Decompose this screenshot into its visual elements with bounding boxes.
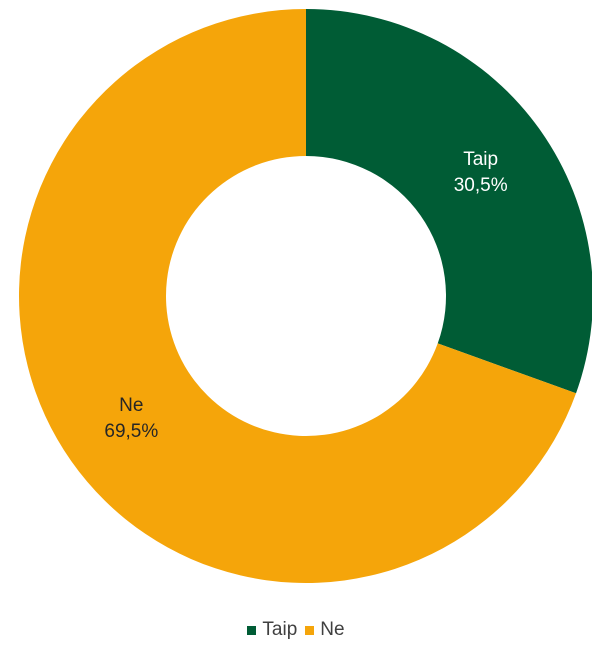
legend-item-ne[interactable]: Ne bbox=[305, 619, 345, 641]
legend-swatch-ne bbox=[305, 625, 315, 635]
slice-label-ne: Ne bbox=[119, 395, 143, 416]
donut-chart: Taip 30,5% Ne 69,5% bbox=[19, 9, 592, 583]
slice-ne[interactable] bbox=[19, 9, 577, 583]
legend-label-taip: Taip bbox=[262, 619, 298, 640]
donut-slices bbox=[19, 9, 592, 583]
legend-swatch-taip bbox=[247, 625, 257, 635]
slice-labels: Taip 30,5% Ne 69,5% bbox=[104, 149, 507, 442]
chart-legend: Taip Ne bbox=[0, 619, 592, 641]
slice-taip[interactable] bbox=[306, 9, 592, 394]
slice-value-ne: 69,5% bbox=[104, 421, 158, 442]
slice-value-taip: 30,5% bbox=[454, 175, 508, 196]
legend-item-taip[interactable]: Taip bbox=[247, 619, 297, 641]
legend-label-ne: Ne bbox=[320, 619, 345, 640]
slice-label-taip: Taip bbox=[463, 149, 498, 170]
